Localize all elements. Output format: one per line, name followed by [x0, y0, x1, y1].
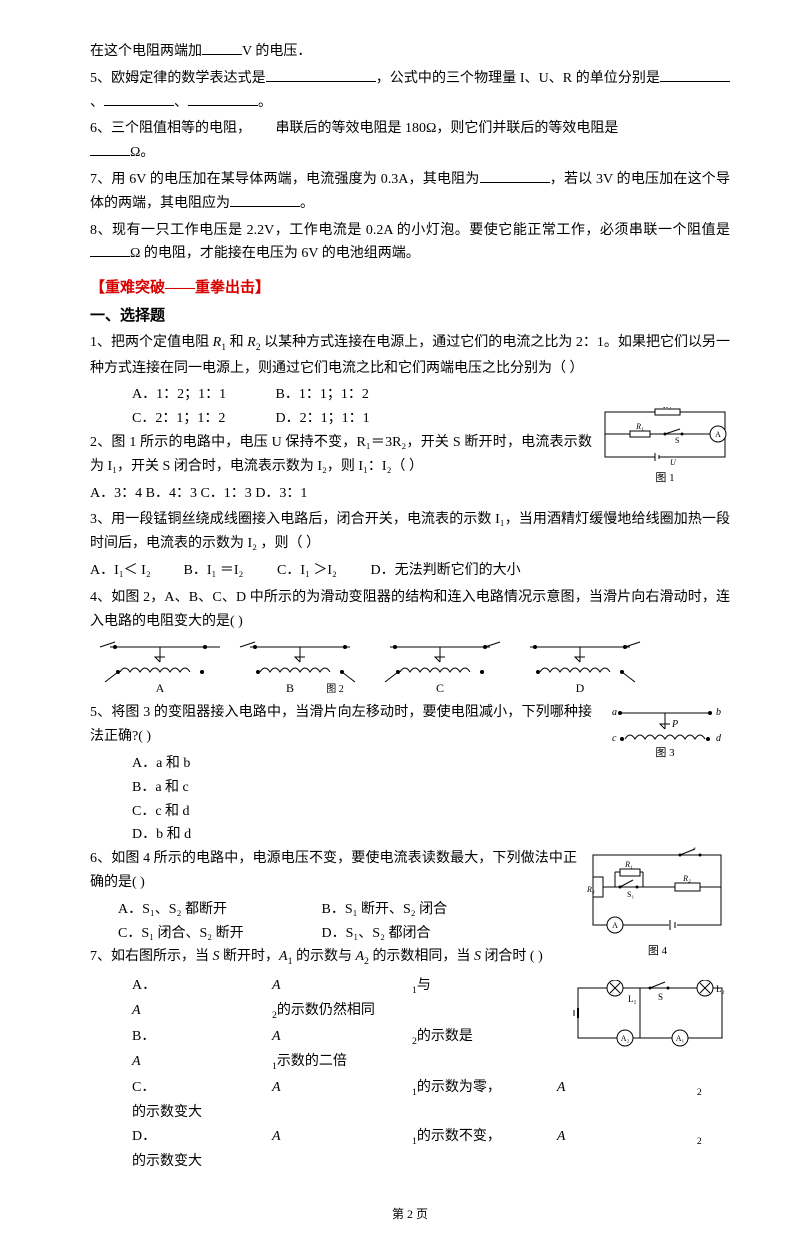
svg-text:图 2: 图 2	[326, 683, 344, 695]
figure-2-row: A B 图 2 C	[90, 637, 730, 697]
q6-optB: B．S₁ 断开、S₂ 闭合	[322, 898, 522, 922]
fig4-caption: 图 4	[585, 942, 730, 961]
svg-text:R₃: R₃	[586, 885, 595, 894]
svg-text:A₁: A₁	[676, 1034, 685, 1043]
figure-3: a b P c d 图 3	[600, 701, 730, 761]
q1-optB: B．1：1；1：2	[276, 383, 416, 407]
circuit-fig4-icon: S₂ R₃ R₁ S₁ R₂ A	[585, 847, 730, 942]
q6-optC: C．S₁ 闭合、S₂ 断开	[118, 922, 318, 946]
q1-stem: 1、把两个定值电阻 R1 和 R2 以某种方式连接在电源上，通过它们的电流之比为…	[90, 331, 730, 380]
q5-optC: C．c 和 d	[132, 800, 730, 824]
svg-text:R₁: R₁	[635, 422, 644, 431]
svg-text:b: b	[716, 707, 721, 718]
q7-se: 闭合时 ( )	[481, 949, 543, 964]
q1-r1: R	[213, 335, 222, 350]
figure-4: S₂ R₃ R₁ S₁ R₂ A 图 4	[585, 847, 730, 961]
svg-text:S: S	[675, 436, 679, 445]
svg-text:U: U	[670, 458, 677, 467]
rheostat-fig3-icon: a b P c d 图 3	[600, 701, 730, 761]
svg-text:C: C	[436, 681, 444, 695]
q1-stem-a: 1、把两个定值电阻	[90, 335, 213, 350]
q7-a1: A	[279, 949, 288, 964]
svg-text:S₁: S₁	[627, 890, 634, 899]
q7-sa: 7、如右图所示，当	[90, 949, 213, 964]
figure-q7: L₁ S L₂ A₂ A₁	[570, 980, 730, 1050]
circuit-fig1-icon: R₂ R₁ S A U	[600, 407, 730, 469]
page-footer: 第 2 页	[90, 1204, 730, 1224]
circuit-q7-icon: L₁ S L₂ A₂ A₁	[570, 980, 730, 1050]
svg-text:L₂: L₂	[716, 984, 725, 994]
q5-opts: A．a 和 b B．a 和 c C．c 和 d D．b 和 d	[90, 752, 730, 847]
section-heading: 【重难突破——重拳出击】	[90, 276, 730, 302]
svg-text:图 3: 图 3	[655, 746, 675, 759]
svg-text:P: P	[671, 719, 678, 730]
rheostat-diagrams-icon: A B 图 2 C	[90, 637, 650, 697]
svg-text:A: A	[715, 430, 721, 439]
q3-optD: D．无法判断它们的大小	[371, 559, 521, 583]
q7-a2: A	[355, 949, 364, 964]
svg-text:R₂: R₂	[662, 407, 671, 410]
svg-text:S: S	[658, 992, 663, 1002]
intro-line0: 在这个电阻两端加V 的电压．	[90, 40, 730, 64]
intro-q5: 5、欧姆定律的数学表达式是，公式中的三个物理量 I、U、R 的单位分别是、、。	[90, 67, 730, 115]
intro-q8: 8、现有一只工作电压是 2.2V，工作电流是 0.2A 的小灯泡。要使它能正常工…	[90, 219, 730, 267]
figure-1: R₂ R₁ S A U 图 1	[600, 407, 730, 488]
svg-text:a: a	[612, 707, 617, 718]
q3-optB: B．I₁ ＝I₂	[184, 559, 274, 583]
svg-text:A: A	[156, 681, 165, 695]
q4-stem: 4、如图 2，A、B、C、D 中所示的为滑动变阻器的结构和连入电路情况示意图，当…	[90, 586, 730, 634]
svg-text:B: B	[286, 681, 294, 695]
q7-s2: S	[474, 949, 481, 964]
q7-sd: 的示数相同，当	[369, 949, 474, 964]
section-subheading: 一、选择题	[90, 304, 730, 330]
q3-optC: C．I₁ ＞I₂	[277, 559, 367, 583]
svg-text:c: c	[612, 733, 617, 744]
q1-optA: A．1：2；1：1	[132, 383, 272, 407]
svg-text:R₁: R₁	[624, 860, 633, 869]
q2-optC: C．1：3	[200, 486, 251, 501]
svg-text:A: A	[612, 921, 618, 930]
q3-stem: 3、用一段锰铜丝绕成线圈接入电路后，闭合开关，电流表的示数 I₁，当用酒精灯缓慢…	[90, 508, 730, 556]
q7-optC: C．A1 的示数为零，A2 的示数变大	[132, 1076, 730, 1125]
q1-stem-b: 和	[226, 335, 247, 350]
svg-text:A₂: A₂	[621, 1034, 630, 1043]
fig1-caption: 图 1	[600, 469, 730, 488]
q3-optA: A．I₁＜ I₂	[90, 559, 180, 583]
q7-s: S	[213, 949, 220, 964]
q1-opts-row1: A．1：2；1：1 B．1：1；1：2	[90, 383, 730, 407]
q1-optC: C．2：1；1：2	[132, 407, 272, 431]
intro-q7: 7、用 6V 的电压加在某导体两端，电流强度为 0.3A，其电阻为，若以 3V …	[90, 168, 730, 216]
q7-optD: D．A1 的示数不变，A2 的示数变大	[132, 1125, 730, 1174]
q2-optB: B．4：3	[146, 486, 197, 501]
q2-optA: A．3：4	[90, 486, 142, 501]
intro-q6: 6、三个阻值相等的电阻， 串联后的等效电阻是 180Ω，则它们并联后的等效电阻是…	[90, 117, 730, 165]
q6-optA: A．S₁、S₂ 都断开	[118, 898, 318, 922]
q5-optB: B．a 和 c	[132, 776, 730, 800]
svg-text:R₂: R₂	[682, 874, 691, 883]
q5-optD: D．b 和 d	[132, 823, 730, 847]
q7-sc: 的示数与	[292, 949, 355, 964]
svg-text:D: D	[576, 681, 585, 695]
q1-r2: R	[247, 335, 256, 350]
svg-text:S₂: S₂	[688, 847, 696, 849]
q7-sb: 断开时，	[220, 949, 280, 964]
q2-optD: D．3：1	[255, 486, 307, 501]
q6-optD: D．S₁、S₂ 都闭合	[322, 922, 522, 946]
q1-optD: D．2：1；1：1	[276, 407, 416, 431]
svg-text:L₁: L₁	[628, 994, 637, 1004]
q3-opts: A．I₁＜ I₂ B．I₁ ＝I₂ C．I₁ ＞I₂ D．无法判断它们的大小	[90, 559, 730, 583]
svg-text:d: d	[716, 733, 722, 744]
